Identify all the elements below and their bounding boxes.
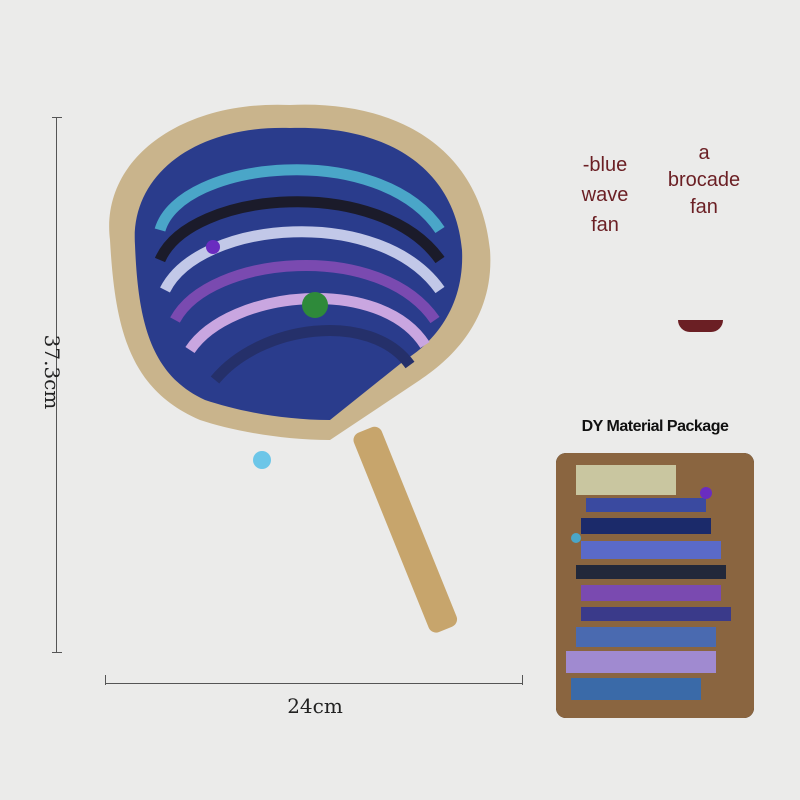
variant-line: a [698, 142, 710, 164]
dimension-tick [52, 117, 62, 118]
variant-line: brocade [667, 169, 741, 191]
tassel [253, 451, 271, 469]
variant-line: wave [581, 184, 629, 206]
dimension-tick [52, 652, 62, 653]
variant-blue-wave-fan: -blue wave fan [570, 150, 640, 240]
width-label: 24cm [287, 694, 343, 718]
height-dimension-line [56, 117, 57, 652]
pompom [206, 240, 220, 254]
variant-brocade-fan: a brocade fan [660, 140, 748, 221]
material-strips [556, 453, 754, 718]
variant-line: -blue [582, 154, 628, 176]
variant-swatch [678, 320, 723, 332]
dimension-tick [522, 675, 523, 685]
variant-line: fan [591, 214, 619, 236]
variant-line: fan [690, 196, 718, 218]
package-title: DY Material Package [581, 418, 729, 435]
pompom [302, 292, 328, 318]
width-dimension-line [105, 683, 523, 684]
material-package-photo [556, 453, 754, 718]
dimension-tick [105, 675, 106, 685]
fan-handle [353, 426, 458, 633]
